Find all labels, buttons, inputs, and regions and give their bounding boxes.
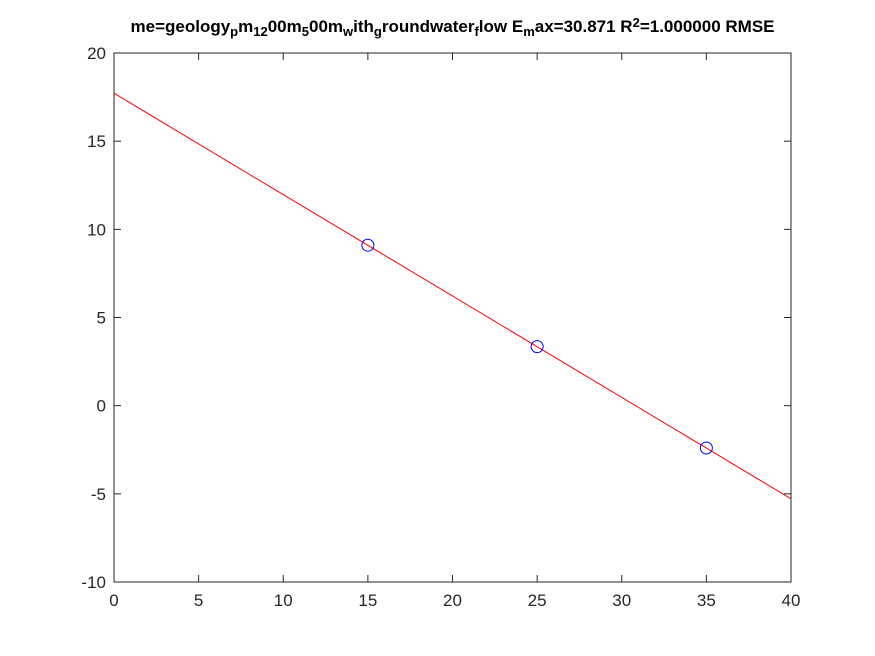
title-part: w bbox=[342, 24, 354, 39]
y-tick-label: 10 bbox=[87, 220, 106, 239]
x-tick-label: 5 bbox=[194, 591, 203, 610]
x-tick-label: 30 bbox=[612, 591, 631, 610]
y-axis-ticks: -10 -5 0 5 10 15 20 bbox=[81, 44, 791, 592]
title-part: 12 bbox=[253, 24, 267, 39]
title-part: m bbox=[238, 17, 253, 36]
data-point bbox=[699, 441, 713, 455]
title-part: f bbox=[474, 24, 479, 39]
title-part: me=geology bbox=[131, 17, 231, 36]
title-part: 2 bbox=[633, 15, 640, 30]
title-part: p bbox=[230, 24, 238, 39]
y-tick-label: -5 bbox=[91, 485, 106, 504]
y-tick-label: 15 bbox=[87, 132, 106, 151]
x-tick-label: 0 bbox=[109, 591, 118, 610]
y-tick-label: 0 bbox=[97, 397, 106, 416]
title-part: ith bbox=[353, 17, 374, 36]
data-points-layer bbox=[361, 238, 713, 455]
title-part: 00m bbox=[268, 17, 302, 36]
title-part: ax=30.871 R bbox=[535, 17, 633, 36]
title-part: roundwater bbox=[382, 17, 475, 36]
y-tick-label: -10 bbox=[81, 573, 106, 592]
chart-title: me=geologypm1200m500mwithgroundwaterflow… bbox=[131, 15, 775, 39]
x-tick-label: 35 bbox=[697, 591, 716, 610]
y-tick-label: 5 bbox=[97, 309, 106, 328]
fit-line bbox=[114, 92, 791, 500]
y-tick-label: 20 bbox=[87, 44, 106, 63]
title-part: =1.000000 RMSE bbox=[640, 17, 775, 36]
x-tick-label: 10 bbox=[274, 591, 293, 610]
title-part: g bbox=[374, 24, 382, 39]
data-point bbox=[361, 238, 375, 252]
title-part: 5 bbox=[302, 24, 309, 39]
title-part: low E bbox=[479, 17, 523, 36]
x-tick-label: 20 bbox=[443, 591, 462, 610]
data-point bbox=[530, 340, 544, 354]
x-tick-label: 15 bbox=[358, 591, 377, 610]
title-part: 00m bbox=[309, 17, 343, 36]
x-axis-ticks: 0 5 10 15 20 25 30 35 40 bbox=[109, 53, 800, 610]
title-part: m bbox=[523, 24, 535, 39]
x-tick-label: 25 bbox=[528, 591, 547, 610]
axes-box bbox=[113, 52, 792, 583]
x-tick-label: 40 bbox=[782, 591, 801, 610]
fit-line-layer bbox=[114, 92, 791, 500]
